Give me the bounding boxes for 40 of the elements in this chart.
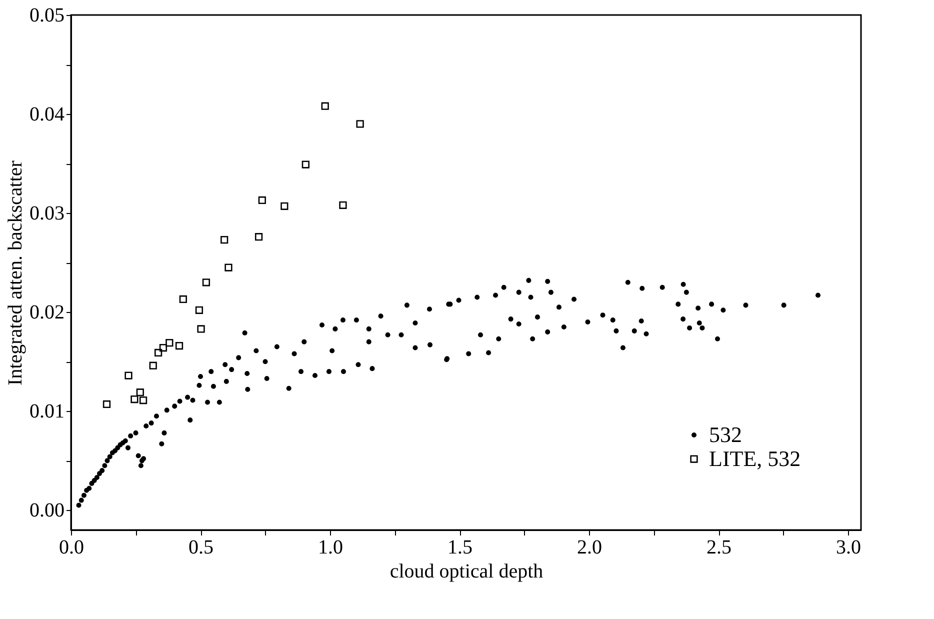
x-axis-title: cloud optical depth [390, 560, 544, 582]
point [197, 325, 205, 333]
y-tick-label: 0.02 [30, 302, 64, 324]
point [154, 348, 162, 357]
x-tick-label: 1.0 [318, 536, 344, 558]
point [166, 339, 174, 347]
x-tick-label: 1.5 [448, 536, 473, 558]
point [149, 362, 157, 370]
point [124, 372, 132, 380]
x-tick-label: 0.0 [59, 536, 84, 558]
x-tick-label: 3.0 [836, 536, 862, 558]
point [159, 344, 168, 352]
legend-label: 532 [709, 422, 742, 447]
point [258, 196, 266, 204]
point [179, 295, 187, 304]
point [130, 395, 138, 404]
point [356, 120, 364, 128]
x-tick-label: 2.5 [706, 536, 732, 558]
point [254, 233, 263, 241]
point [280, 202, 288, 210]
y-tick-label: 0.03 [30, 202, 64, 225]
point [195, 306, 204, 314]
point [224, 264, 232, 272]
point [220, 236, 228, 244]
y-tick-label: 0.00 [30, 500, 64, 522]
point [139, 396, 148, 404]
y-axis-title: Integrated atten. backscatter [4, 160, 26, 386]
point [175, 342, 184, 350]
legend-label: LITE, 532 [709, 446, 801, 471]
x-tick-label: 0.5 [188, 536, 214, 558]
point [339, 201, 347, 209]
point [302, 160, 310, 168]
point [102, 400, 111, 408]
point [136, 388, 144, 396]
y-tick-label: 0.01 [30, 400, 64, 423]
y-tick-label: 0.04 [30, 104, 64, 126]
point [321, 102, 329, 110]
x-tick-label: 2.0 [577, 536, 602, 558]
point [202, 278, 210, 286]
y-tick-label: 0.05 [30, 4, 64, 26]
